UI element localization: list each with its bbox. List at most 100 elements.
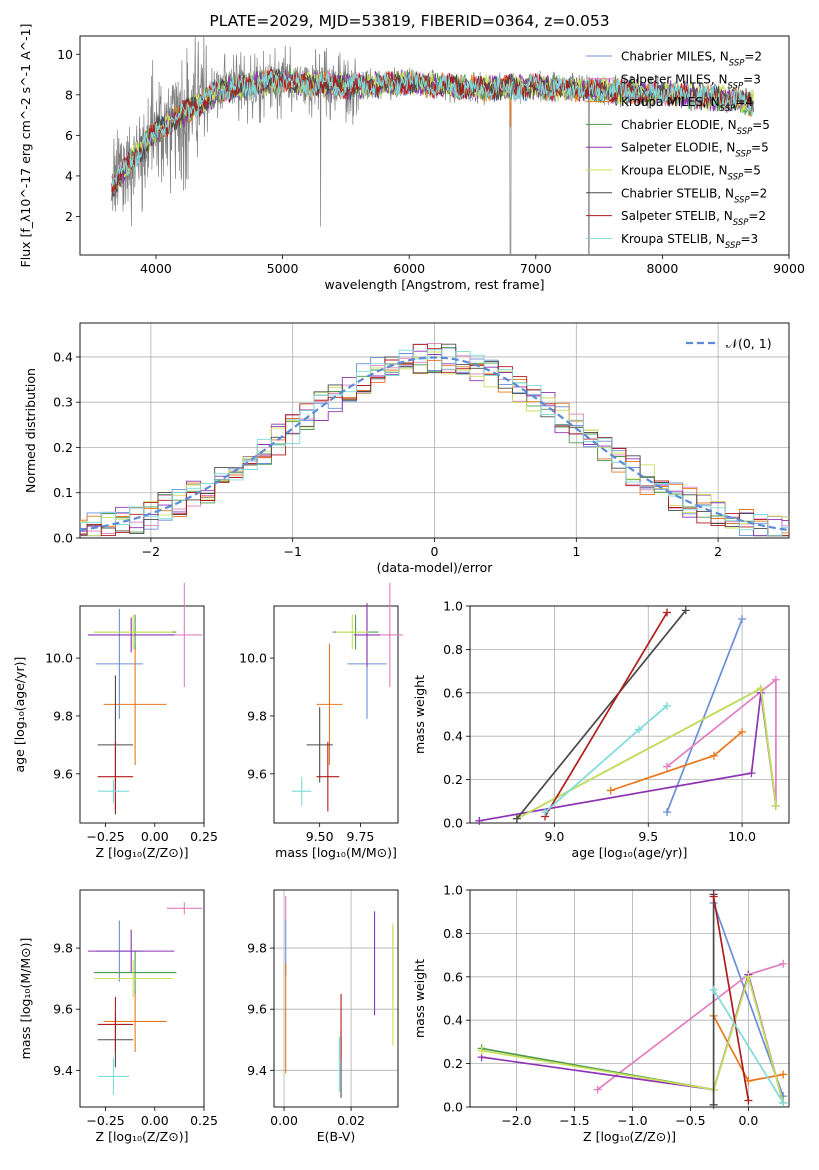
- tick-label-y: 1.0: [443, 599, 463, 614]
- mass_vs_ebv-axes: 0.00 0.02 9.4 9.6 9.8 E(B-V): [247, 889, 399, 1144]
- tick-label-x: 6000: [393, 261, 425, 276]
- plus-marker: [593, 1085, 602, 1094]
- tick-label-y: 0.4: [53, 349, 73, 364]
- tick-label-x: 4000: [140, 261, 172, 276]
- plus-marker: [771, 675, 780, 684]
- axis-label-y: age [log₁₀(age/yr)]: [12, 657, 27, 773]
- massweight_vs_age-lines: [475, 606, 780, 825]
- series-line: [481, 973, 785, 1103]
- tick-label-x: −0.25: [86, 1113, 124, 1128]
- tick-label-y: 0.2: [53, 440, 73, 455]
- tick-label-x: 0.0: [738, 1113, 758, 1128]
- tick-label-x: 0: [431, 544, 439, 559]
- series-line: [516, 609, 687, 820]
- axes-frame: [273, 889, 399, 1108]
- axis-label-y: Flux [f_λ10^-17 erg cm^-2 s^-1 A^-1]: [18, 24, 33, 268]
- legend-entry: Salpeter ELODIE, NSSP=5: [621, 141, 769, 160]
- tick-label-y: 4: [65, 168, 73, 183]
- plus-marker: [663, 762, 672, 771]
- plus-marker: [747, 769, 756, 778]
- tick-label-y: 9.6: [53, 766, 73, 781]
- axis-label-x: Z [log₁₀(Z/Z⊙)]: [96, 1129, 189, 1144]
- axes-frame: [273, 605, 399, 824]
- tick-label-y: 6: [65, 128, 73, 143]
- tick-label-y: 0.4: [443, 1013, 463, 1028]
- plus-marker: [634, 725, 643, 734]
- plus-marker: [738, 615, 747, 624]
- plus-marker: [606, 786, 615, 795]
- tick-label-y: 0.2: [443, 772, 463, 787]
- plus-marker: [779, 1070, 788, 1079]
- tick-label-x: 2: [714, 544, 722, 559]
- plus-marker: [744, 1096, 753, 1105]
- tick-label-x: −2: [142, 544, 160, 559]
- tick-label-y: 10.0: [239, 651, 267, 666]
- legend-entry: Salpeter STELIB, NSSP=2: [621, 209, 766, 228]
- plus-marker: [771, 801, 780, 810]
- tick-label-y: 9.8: [247, 708, 267, 723]
- tick-label-x: −0.5: [675, 1113, 705, 1128]
- axis-label-y: mass weight: [412, 675, 427, 754]
- axis-label-x: Z [log₁₀(Z/Z⊙)]: [96, 845, 189, 860]
- tick-label-y: 0.0: [53, 531, 73, 546]
- axis-label-x: Z [log₁₀(Z/Z⊙)]: [583, 1129, 676, 1144]
- hist-plot: [80, 342, 789, 537]
- tick-label-x: 0.25: [190, 829, 218, 844]
- tick-label-x: 1: [572, 544, 580, 559]
- tick-label-x: 0.00: [141, 1113, 169, 1128]
- series-line: [544, 612, 668, 817]
- plus-marker: [779, 959, 788, 968]
- tick-label-y: 9.8: [247, 941, 267, 956]
- tick-label-y: 9.4: [247, 1063, 267, 1078]
- plus-marker: [709, 985, 718, 994]
- plus-marker: [663, 808, 672, 817]
- plus-marker: [475, 816, 484, 825]
- plus-marker: [477, 1046, 486, 1055]
- tick-label-x: 0.25: [190, 1113, 218, 1128]
- plus-marker: [663, 701, 672, 710]
- tick-label-y: 10: [57, 47, 73, 62]
- tick-label-y: 8: [65, 87, 73, 102]
- tick-label-y: 9.6: [53, 1002, 73, 1017]
- spectrum-axes: 4000 5000 6000 7000 8000 9000 2 4 6 8 10 wavelength…: [18, 24, 805, 292]
- tick-label-y: 0.2: [443, 1056, 463, 1071]
- model-spectrum-kroupa-stelib: [111, 68, 754, 186]
- mass_vs_Z-axes: −0.25 0.00 0.25 9.4 9.6 9.8 Z [log₁₀(Z/Z⊙)] mas…: [18, 889, 218, 1144]
- axes-frame: [79, 889, 205, 1108]
- tick-label-y: 0.6: [443, 685, 463, 700]
- series-line: [610, 731, 743, 792]
- axis-label-y: mass [log₁₀(M/M⊙)]: [18, 938, 33, 1060]
- tick-label-x: −2.0: [501, 1113, 531, 1128]
- legend-entry: Chabrier STELIB, NSSP=2: [621, 186, 767, 205]
- plus-marker: [541, 808, 550, 817]
- residual-histogram-kroupa-miles: [80, 359, 789, 537]
- tick-label-y: 9.8: [53, 941, 73, 956]
- plus-marker: [663, 608, 672, 617]
- plus-marker: [512, 814, 521, 823]
- tick-label-x: 7000: [520, 261, 552, 276]
- series-line: [479, 692, 777, 822]
- series-line: [712, 989, 784, 1104]
- plus-marker: [709, 1100, 718, 1109]
- massweight_vs_age-axes: 9.0 9.5 10.0 0.0 0.2 0.4 0.6 0.8 1.0 age [log₁₀(a…: [412, 599, 790, 860]
- tick-label-y: 0.8: [443, 642, 463, 657]
- residual-histogram-salpeter-elodie: [80, 350, 789, 537]
- axes-frame: [79, 322, 790, 539]
- tick-label-x: 8000: [646, 261, 678, 276]
- plus-marker: [779, 1098, 788, 1107]
- tick-label-x: 0.00: [141, 829, 169, 844]
- plus-marker: [681, 606, 690, 615]
- tick-label-x: −1.0: [617, 1113, 647, 1128]
- tick-label-x: 0.00: [270, 1113, 298, 1128]
- tick-label-y: 9.6: [247, 1002, 267, 1017]
- plus-marker: [709, 751, 718, 760]
- massweight_vs_Z-lines: [477, 890, 788, 1109]
- axis-label-y: mass weight: [412, 959, 427, 1038]
- age_vs_mass-points: [291, 582, 403, 812]
- tick-label-x: 10.0: [728, 829, 756, 844]
- tick-label-x: 0.02: [337, 1113, 365, 1128]
- axis-label-x: (data-model)/error: [377, 560, 494, 575]
- tick-label-x: 9.5: [638, 829, 658, 844]
- age_vs_Z-points: [87, 582, 203, 815]
